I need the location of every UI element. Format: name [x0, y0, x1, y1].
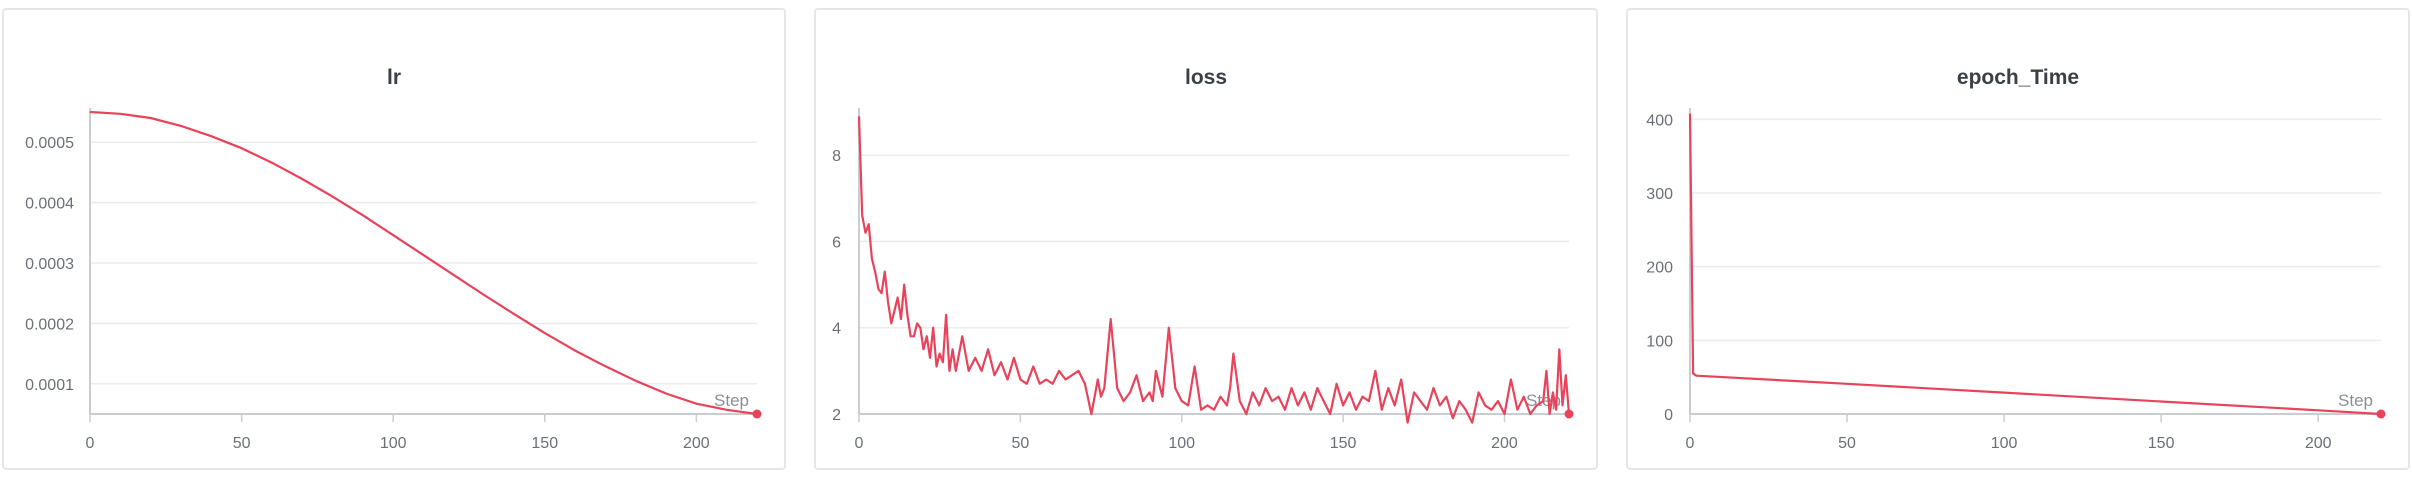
chart-panel-epoch-time: epoch_Time 0 100 200 300 400 0 50 100 150 200 Step	[1626, 8, 2410, 470]
x-tick-label: 0	[855, 435, 864, 452]
x-axis-label: Step	[2338, 391, 2373, 410]
x-tick-label: 100	[380, 435, 407, 452]
y-tick-label: 0.0005	[25, 135, 74, 152]
series-line	[857, 116, 1571, 424]
x-tick-label: 100	[1168, 435, 1195, 452]
y-tick-label: 200	[1646, 260, 1673, 277]
x-tick-label: 50	[1838, 435, 1856, 452]
series-last-point	[752, 409, 762, 419]
y-tick-label: 0	[1664, 407, 1673, 424]
y-tick-label: 100	[1646, 333, 1673, 350]
x-tick-label: 150	[531, 435, 558, 452]
x-axis-label: Step	[714, 391, 749, 410]
x-tick-label: 100	[1991, 435, 2018, 452]
chart-title: epoch_Time	[1956, 66, 2080, 89]
series-last-point	[1564, 409, 1574, 419]
y-tick-label: 4	[832, 321, 841, 338]
series-line	[1688, 113, 2382, 416]
y-tick-label: 0.0003	[25, 256, 74, 273]
y-tick-label: 0.0004	[25, 196, 74, 213]
y-tick-label: 6	[832, 234, 841, 251]
y-tick-label: 2	[832, 407, 841, 424]
chart-plot-lr: 0.0001 0.0002 0.0003 0.0004 0.0005 0 50 100 150 2…	[25, 108, 762, 452]
x-tick-label: 0	[1686, 435, 1695, 452]
chart-plot-epoch-time: 0 100 200 300 400 0 50 100 150 200 Step	[1646, 108, 2386, 452]
chart-panel-loss: loss 2 4 6 8 0 50 100 150 200 Step	[814, 8, 1598, 470]
x-tick-label: 50	[233, 435, 251, 452]
x-tick-label: 150	[1330, 435, 1357, 452]
y-tick-label: 400	[1646, 112, 1673, 129]
series-line	[89, 110, 758, 416]
x-tick-label: 200	[683, 435, 710, 452]
x-tick-label: 50	[1011, 435, 1029, 452]
x-tick-label: 200	[1491, 435, 1518, 452]
chart-title: lr	[386, 66, 401, 89]
x-tick-label: 0	[86, 435, 95, 452]
x-tick-label: 200	[2305, 435, 2332, 452]
y-tick-label: 8	[832, 148, 841, 165]
chart-panel-lr: lr 0.0001 0.0002 0.0003 0.0004 0.0005 0 50 100 1…	[2, 8, 786, 470]
x-tick-label: 150	[2148, 435, 2175, 452]
series-last-point	[2376, 409, 2386, 419]
y-tick-label: 300	[1646, 186, 1673, 203]
y-tick-label: 0.0002	[25, 316, 74, 333]
y-tick-label: 0.0001	[25, 377, 74, 394]
chart-title: loss	[1184, 66, 1228, 89]
